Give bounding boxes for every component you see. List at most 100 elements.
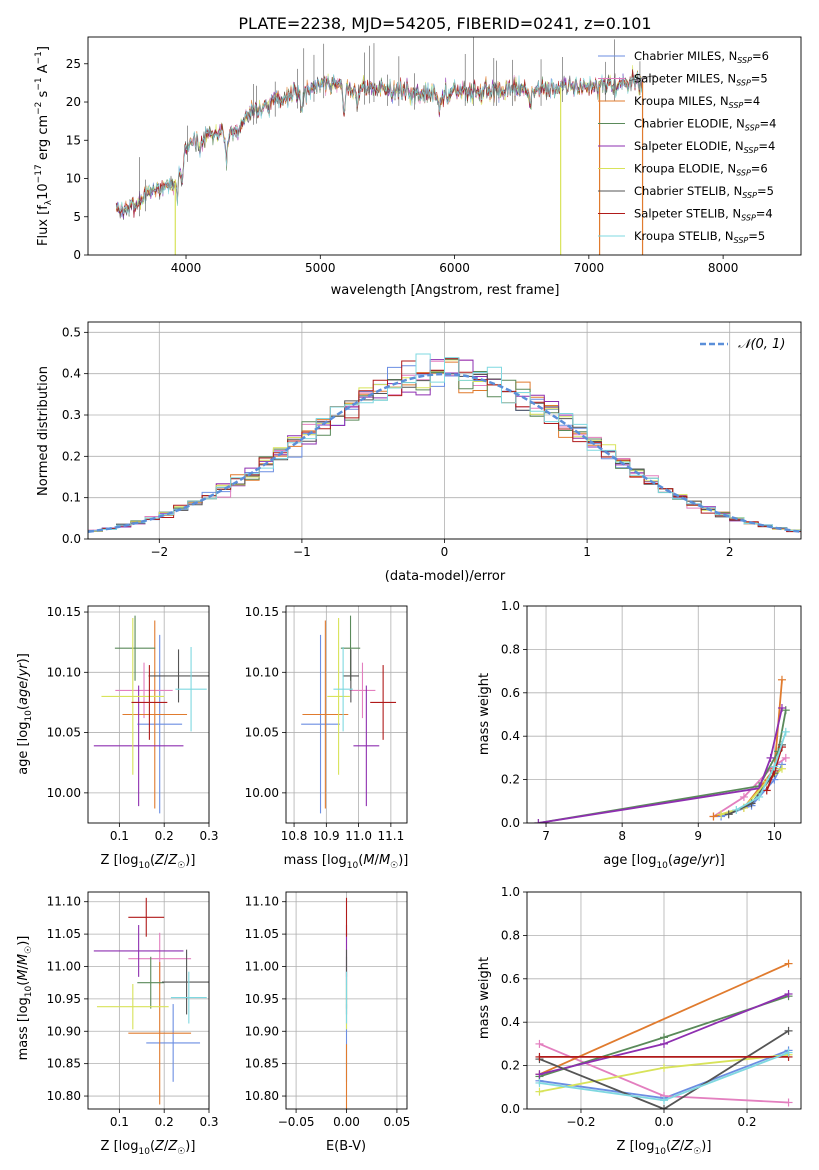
y-tick-label: 11.00: [245, 959, 279, 973]
x-tick-label: 9: [694, 829, 702, 843]
legend-label: Chabrier ELODIE, NSSP=4: [634, 117, 776, 133]
weight-series: [735, 731, 787, 811]
weight-vs-z-plot: −0.2 0.0 0.2 0.0 0.2 0.4 0.6 0.8 1.0: [501, 885, 802, 1129]
y-tick-label: 0.8: [501, 928, 520, 942]
y-tick-label: 0.3: [62, 408, 81, 422]
mass-vs-ebv-panel: −0.05 0.00 0.05 10.80 10.85 10.90 10.95 11.00 11…: [245, 891, 410, 1154]
weight-series: [538, 710, 787, 823]
y-tick-label: 0.4: [62, 367, 81, 381]
age-vs-z-panel: 0.1 0.2 0.3 10.00 10.05 10.10 10.15 Z [log10(Z…: [16, 605, 219, 871]
legend-label: Chabrier MILES, NSSP=6: [634, 49, 769, 65]
y-tick-label: 20: [66, 95, 81, 109]
weight-lines: [534, 675, 790, 823]
age-vs-mass-xlabel: mass [log10(M/M☉)]: [284, 853, 409, 871]
weight-vs-age-plot: 7 8 9 10 0.0 0.2 0.4 0.6 0.8 1.0: [501, 599, 802, 843]
x-tick-label: 10.9: [313, 829, 340, 843]
y-tick-label: 0.0: [62, 532, 81, 546]
x-tick-label: 6000: [439, 261, 470, 275]
plot-frame: [87, 321, 802, 540]
weight-vs-age-panel: 7 8 9 10 0.0 0.2 0.4 0.6 0.8 1.0 age [log10(age/y…: [477, 599, 802, 871]
y-tick-label: 10.80: [245, 1089, 279, 1103]
x-tick-label: −0.2: [566, 1115, 595, 1129]
errorbar-points: [93, 615, 209, 814]
y-tick-label: 10.15: [245, 605, 279, 619]
weight-vs-age-xlabel: age [log10(age/yr)]: [603, 853, 725, 871]
x-tick-label: 2: [726, 545, 734, 559]
spectrum-xlabel: wavelength [Angstrom, rest frame]: [331, 283, 560, 298]
plot-frame: [87, 605, 210, 824]
figure-title: PLATE=2238, MJD=54205, FIBERID=0241, z=0…: [238, 14, 651, 33]
x-tick-label: 0.3: [199, 829, 218, 843]
y-tick-label: 0.4: [501, 729, 520, 743]
y-tick-label: 10.85: [47, 1057, 81, 1071]
mass-vs-ebv-xlabel: E(B-V): [326, 1139, 366, 1154]
y-tick-label: 25: [66, 57, 81, 71]
age-vs-z-plot: 0.1 0.2 0.3 10.00 10.05 10.10 10.15: [47, 605, 219, 843]
weight-vs-z-panel: −0.2 0.0 0.2 0.0 0.2 0.4 0.6 0.8 1.0 Z [log10(Z/…: [477, 885, 802, 1157]
x-tick-label: 0.2: [155, 1115, 174, 1129]
legend-label: Salpeter ELODIE, NSSP=4: [634, 139, 775, 155]
residual-plot: −2 −1 0 1 2 0.0 0.1 0.2 0.3 0.4 0.5: [62, 321, 802, 559]
weight-series: [713, 757, 787, 818]
x-tick-label: 7000: [574, 261, 605, 275]
x-tick-label: 8: [618, 829, 626, 843]
x-tick-label: 4000: [171, 261, 202, 275]
x-tick-label: 7: [542, 829, 550, 843]
age-ylabel: age [log10(age/yr)]: [16, 653, 34, 775]
x-tick-label: −1: [293, 545, 311, 559]
weight-vs-z-xlabel: Z [log10(Z/Z☉)]: [617, 1139, 712, 1157]
residual-ylabel: Normed distribution: [36, 366, 51, 496]
y-tick-label: 10: [66, 172, 81, 186]
residual-lines: [88, 353, 801, 534]
y-tick-label: 10.85: [245, 1057, 279, 1071]
weight-series: [538, 707, 783, 823]
y-tick-label: 0.2: [501, 773, 520, 787]
mass-vs-ebv-plot: −0.05 0.00 0.05 10.80 10.85 10.90 10.95 11.00 11…: [245, 891, 410, 1129]
x-tick-label: 1: [583, 545, 591, 559]
plot-frame: [526, 605, 802, 824]
x-tick-label: 0.00: [333, 1115, 360, 1129]
plot-frame: [87, 891, 210, 1110]
x-tick-label: 0.0: [654, 1115, 673, 1129]
plot-frame: [526, 891, 802, 1110]
plot-frame: [285, 605, 408, 824]
legend-label: Kroupa MILES, NSSP=4: [634, 94, 760, 110]
errorbar-points: [93, 897, 209, 1105]
plot-frame: [285, 891, 408, 1110]
y-tick-label: 10.95: [47, 992, 81, 1006]
x-tick-label: 11.1: [378, 829, 405, 843]
age-vs-mass-plot: 10.8 10.9 11.0 11.1 10.00 10.05 10.10 10.15: [245, 605, 408, 843]
y-tick-label: 0.4: [501, 1015, 520, 1029]
residual-xlabel: (data-model)/error: [385, 569, 506, 584]
y-tick-label: 10.05: [245, 726, 279, 740]
x-tick-label: 11.0: [345, 829, 372, 843]
x-tick-label: 0.2: [737, 1115, 756, 1129]
y-tick-label: 5: [73, 210, 81, 224]
y-tick-label: 0.5: [62, 325, 81, 339]
x-tick-label: 0.3: [199, 1115, 218, 1129]
y-tick-label: 0.6: [501, 972, 520, 986]
y-tick-label: 11.05: [245, 927, 279, 941]
errorbar-points: [301, 615, 397, 814]
plot-frame: [87, 36, 802, 256]
y-tick-label: 0.1: [62, 491, 81, 505]
mass-ylabel: mass [log10(M/M☉)]: [16, 936, 34, 1061]
legend-label: Salpeter MILES, NSSP=5: [634, 72, 768, 88]
spectrum-panel: 4000 5000 6000 7000 8000 0 5 10 15 20 25 wavelengt…: [34, 36, 802, 298]
spectrum-ylabel: Flux [fλ10−17 erg cm−2 s−1 A−1]: [34, 46, 54, 246]
age-vs-mass-panel: 10.8 10.9 11.0 11.1 10.00 10.05 10.10 10.15 mas…: [245, 605, 409, 871]
weight-series: [539, 962, 789, 1076]
y-tick-label: 10.80: [47, 1089, 81, 1103]
weight-vs-age-ylabel: mass weight: [477, 673, 492, 755]
age-vs-z-xlabel: Z [log10(Z/Z☉)]: [101, 853, 196, 871]
y-tick-label: 10.05: [47, 726, 81, 740]
x-tick-label: 8000: [708, 261, 739, 275]
y-tick-label: 10.10: [245, 665, 279, 679]
y-tick-label: 10.00: [245, 786, 279, 800]
mass-vs-z-xlabel: Z [log10(Z/Z☉)]: [101, 1139, 196, 1157]
y-tick-label: 10.10: [47, 665, 81, 679]
spectrum-series-stelib-kroupa: [115, 71, 643, 215]
x-tick-label: 0.1: [110, 829, 129, 843]
gaussian-legend-label: 𝒩(0, 1): [738, 337, 785, 352]
